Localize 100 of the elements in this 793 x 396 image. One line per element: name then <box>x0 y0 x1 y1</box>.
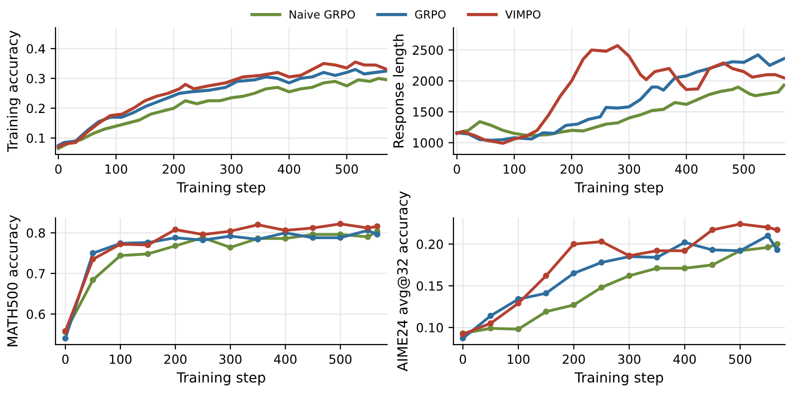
point <box>515 326 522 332</box>
y-axis-title: MATH500 accuracy <box>7 215 20 346</box>
y-tick-label: 0.8 <box>26 228 45 238</box>
x-tick-label: 300 <box>219 354 242 364</box>
x-tick-label: 200 <box>164 354 186 364</box>
point <box>90 250 96 256</box>
y-axis-title: Response length <box>392 34 406 148</box>
point <box>570 240 577 248</box>
x-tick-label: 400 <box>274 354 296 364</box>
point <box>144 250 152 258</box>
point <box>227 232 234 240</box>
point <box>254 222 262 228</box>
x-tick-label: 200 <box>562 354 585 364</box>
point <box>709 226 716 234</box>
x-tick-label: 100 <box>110 354 132 364</box>
y-tick-label: 0.4 <box>26 44 46 54</box>
x-axis-title: Training step <box>176 182 266 196</box>
y-tick-label: 0.20 <box>416 240 443 250</box>
y-tick-label: 2500 <box>412 45 443 55</box>
point <box>172 226 179 233</box>
y-tick-label: 0.2 <box>26 104 45 114</box>
x-tick-label: 400 <box>278 164 300 174</box>
point <box>709 246 716 254</box>
x-tick-label: 0 <box>460 354 466 364</box>
x-tick-label: 500 <box>329 354 352 364</box>
x-tick-label: 100 <box>106 164 128 174</box>
point <box>709 262 716 268</box>
y-tick-label: 0.6 <box>26 310 45 319</box>
x-tick-label: 300 <box>618 164 640 174</box>
point <box>764 244 772 251</box>
x-tick-label: 0 <box>62 354 69 364</box>
point <box>337 220 344 228</box>
point <box>227 244 234 251</box>
x-tick-label: 500 <box>732 164 755 174</box>
point <box>90 256 96 262</box>
point <box>598 284 605 291</box>
point <box>62 335 69 342</box>
point <box>654 265 660 272</box>
point <box>764 232 772 239</box>
y-axis-title: AIME24 avg@32 accuracy <box>397 191 410 372</box>
point <box>654 248 660 254</box>
x-tick-label: 200 <box>560 164 583 174</box>
x-tick-label: 100 <box>504 164 526 174</box>
y-tick-label: 0.10 <box>416 322 443 332</box>
x-tick-label: 0 <box>454 164 460 174</box>
legend-label: VIMPO <box>505 10 540 19</box>
point <box>682 265 688 272</box>
point <box>144 242 152 248</box>
point <box>542 290 550 296</box>
y-axis-title: Training accuracy <box>6 30 20 152</box>
point <box>774 246 780 254</box>
x-axis-title: Training step <box>176 372 266 386</box>
x-tick-label: 100 <box>508 354 530 364</box>
x-axis-title: Training step <box>574 182 664 196</box>
x-tick-label: 500 <box>336 164 358 174</box>
y-tick-label: 1000 <box>413 138 443 148</box>
legend-label: Naive GRPO <box>290 10 355 19</box>
x-tick-label: 300 <box>220 164 243 174</box>
y-tick-label: 0.7 <box>26 268 45 278</box>
x-tick-label: 500 <box>729 354 752 364</box>
x-tick-label: 400 <box>673 354 696 364</box>
point <box>172 234 179 241</box>
x-tick-label: 400 <box>675 164 698 174</box>
point <box>310 234 316 241</box>
point <box>682 239 688 246</box>
point <box>282 235 289 242</box>
y-tick-label: 2000 <box>412 76 443 86</box>
point <box>364 224 372 232</box>
point <box>542 272 550 279</box>
point <box>282 227 289 234</box>
point <box>487 312 494 319</box>
legend-label: GRPO <box>415 10 446 19</box>
point <box>487 325 494 332</box>
point <box>310 224 316 232</box>
point <box>570 302 577 308</box>
point <box>570 270 577 276</box>
point <box>654 254 660 261</box>
point <box>374 223 380 230</box>
y-tick-label: 0.3 <box>26 74 45 84</box>
point <box>515 300 522 306</box>
point <box>598 259 605 266</box>
point <box>374 231 380 238</box>
point <box>598 238 605 245</box>
point <box>737 220 744 228</box>
point <box>364 234 372 240</box>
point <box>172 242 179 249</box>
y-tick-label: 0.1 <box>26 134 45 143</box>
y-tick-label: 1500 <box>413 107 443 117</box>
x-tick-label: 0 <box>55 164 62 174</box>
point <box>227 228 234 234</box>
x-tick-label: 300 <box>618 354 640 364</box>
point <box>542 308 550 315</box>
point <box>90 276 96 284</box>
point <box>764 224 772 231</box>
x-tick-label: 200 <box>162 164 185 174</box>
line-series <box>455 84 786 137</box>
point <box>117 252 124 259</box>
point <box>626 272 632 279</box>
point <box>774 226 780 234</box>
y-tick-label: 0.15 <box>416 281 443 291</box>
